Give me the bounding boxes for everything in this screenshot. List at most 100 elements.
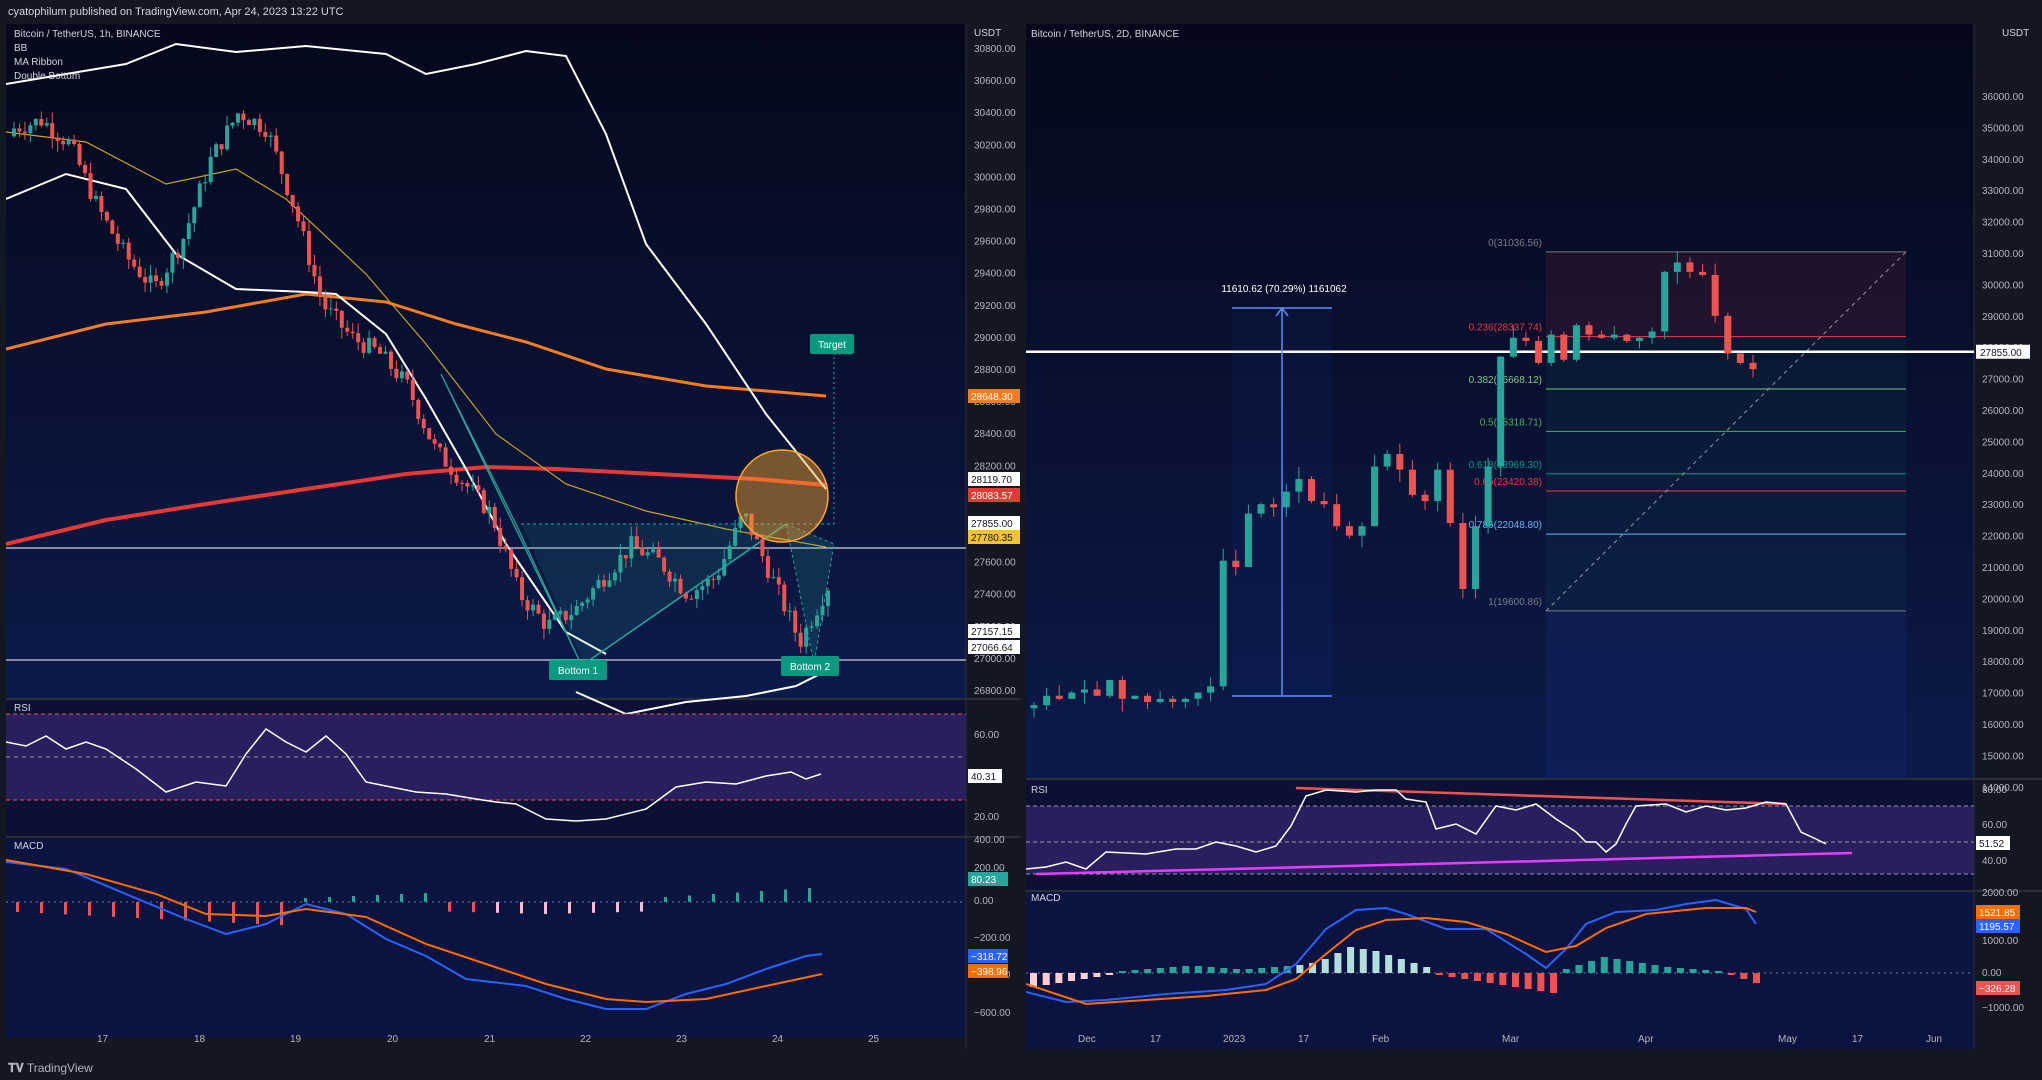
legend-ma-ribbon[interactable]: MA Ribbon — [14, 57, 63, 68]
price-candle — [17, 128, 22, 132]
price-candle — [383, 351, 388, 354]
price-candle — [612, 572, 617, 581]
price-candle — [1648, 331, 1656, 338]
price-candle — [1068, 692, 1076, 699]
measure-arrow-icon — [1275, 306, 1289, 317]
price-candle — [1623, 334, 1631, 341]
y-tick-label: 36000.00 — [1982, 92, 2024, 103]
price-candle — [776, 577, 781, 585]
price-candle — [602, 580, 607, 587]
left-price-chart[interactable]: 30800.00 30600.00 30400.00 30200.00 30000.00… — [6, 24, 1020, 1049]
price-candle — [607, 580, 612, 587]
macd-histogram-bar — [544, 902, 547, 914]
price-candle — [1673, 262, 1681, 272]
macd-histogram-bar — [1423, 967, 1431, 973]
price-candle — [268, 135, 273, 137]
x-tick-label: 21 — [484, 1034, 496, 1045]
price-candle — [1093, 689, 1101, 696]
price-candle — [339, 310, 344, 328]
macd-histogram-bar — [616, 902, 619, 913]
price-candle — [22, 131, 27, 134]
macd-histogram-bar — [1106, 973, 1114, 975]
y-tick-label: 26800.00 — [974, 686, 1016, 697]
macd-histogram-bar — [1296, 965, 1304, 973]
price-candle — [181, 239, 186, 258]
price-candle — [350, 331, 355, 334]
price-candle — [1471, 526, 1479, 589]
price-candle — [1560, 334, 1568, 360]
price-candle — [569, 615, 574, 621]
price-candle — [449, 466, 454, 475]
macd-histogram-bar — [1689, 969, 1697, 973]
price-candle — [421, 418, 426, 429]
price-candle — [164, 272, 169, 286]
macd-histogram-bar — [664, 897, 667, 902]
right-price-chart[interactable]: 36000.00 35000.00 34000.00 33000.00 32000.00… — [1026, 24, 2042, 1049]
price-candle — [771, 577, 776, 579]
macd-histogram-bar — [1676, 968, 1684, 973]
y-tick-label: 27000.00 — [1982, 375, 2024, 386]
right-chart-pane[interactable]: 36000.00 35000.00 34000.00 33000.00 32000.00… — [1026, 24, 2042, 1049]
price-candle — [66, 139, 71, 145]
price-candle — [252, 118, 257, 126]
price-candle — [503, 545, 508, 550]
target-label-bg — [810, 334, 854, 354]
price-candle — [72, 139, 77, 144]
left-chart-pane[interactable]: 30800.00 30600.00 30400.00 30200.00 30000.00… — [6, 24, 1020, 1049]
macd-histogram-bar — [208, 902, 211, 922]
y-tick-label: 32000.00 — [1982, 218, 2024, 229]
macd-value: 1195.57 — [1979, 922, 2015, 933]
y-tick-label: 30000.00 — [1982, 280, 2024, 291]
fib-level-label: 0.382(26668.12) — [1469, 375, 1542, 386]
price-candle — [1509, 337, 1517, 357]
macd-value: 80.23 — [971, 875, 996, 886]
price-candle — [1434, 469, 1442, 502]
right-symbol-title[interactable]: Bitcoin / TetherUS, 2D, BINANCE — [1031, 29, 1180, 40]
price-candle — [754, 535, 759, 540]
tradingview-logo-icon[interactable]: 𝐓𝐕 — [8, 1061, 24, 1075]
macd-histogram-bar — [1588, 961, 1596, 973]
macd-histogram-bar — [448, 902, 451, 912]
price-tag: 27157.15 — [971, 627, 1013, 638]
macd-histogram-bar — [184, 902, 187, 921]
left-symbol-title[interactable]: Bitcoin / TetherUS, 1h, BINANCE — [14, 29, 161, 40]
macd-tick: 400.00 — [974, 835, 1005, 846]
price-candle — [296, 206, 301, 222]
rsi-tick: 60.00 — [974, 730, 999, 741]
price-candle — [809, 626, 814, 628]
y-tick-label: 22000.00 — [1982, 532, 2024, 543]
price-candle — [541, 613, 546, 629]
macd-histogram-bar — [1118, 971, 1126, 973]
macd-tick: 200.00 — [974, 863, 1005, 874]
price-candle — [487, 506, 492, 514]
footer-brand[interactable]: TradingView — [26, 1061, 93, 1075]
bottom-2-label-bg — [781, 656, 839, 676]
price-candle — [727, 545, 732, 560]
y-tick-label: 25000.00 — [1982, 437, 2024, 448]
x-tick-label: May — [1778, 1034, 1797, 1045]
price-candle — [793, 610, 798, 633]
price-candle — [465, 483, 470, 487]
price-candle — [683, 593, 688, 599]
x-tick-label: 25 — [868, 1034, 880, 1045]
left-macd-bg — [6, 838, 966, 1038]
price-tag: 28119.70 — [971, 475, 1012, 486]
price-candle — [1686, 262, 1694, 272]
macd-histogram-bar — [1093, 973, 1101, 977]
fib-level-label: 0(31036.56) — [1488, 238, 1542, 249]
y-tick-label: 14000.00 — [1982, 783, 2024, 794]
x-tick-label: 20 — [387, 1034, 399, 1045]
pattern-triangle-3 — [785, 523, 835, 665]
price-candle — [367, 337, 372, 353]
price-candle — [159, 281, 164, 286]
macd-histogram-bar — [640, 902, 643, 912]
legend-bb[interactable]: BB — [14, 43, 28, 54]
legend-double-bottom[interactable]: Double Bottom — [14, 71, 81, 82]
fib-level-label: 0.65(23420.38) — [1474, 477, 1542, 488]
price-candle — [170, 253, 175, 273]
right-rsi-label: RSI — [1031, 785, 1048, 796]
y-tick-label: 27600.00 — [974, 558, 1016, 569]
price-candle — [83, 164, 88, 174]
macd-histogram-bar — [1473, 973, 1481, 981]
y-tick-label: 23000.00 — [1982, 500, 2024, 511]
